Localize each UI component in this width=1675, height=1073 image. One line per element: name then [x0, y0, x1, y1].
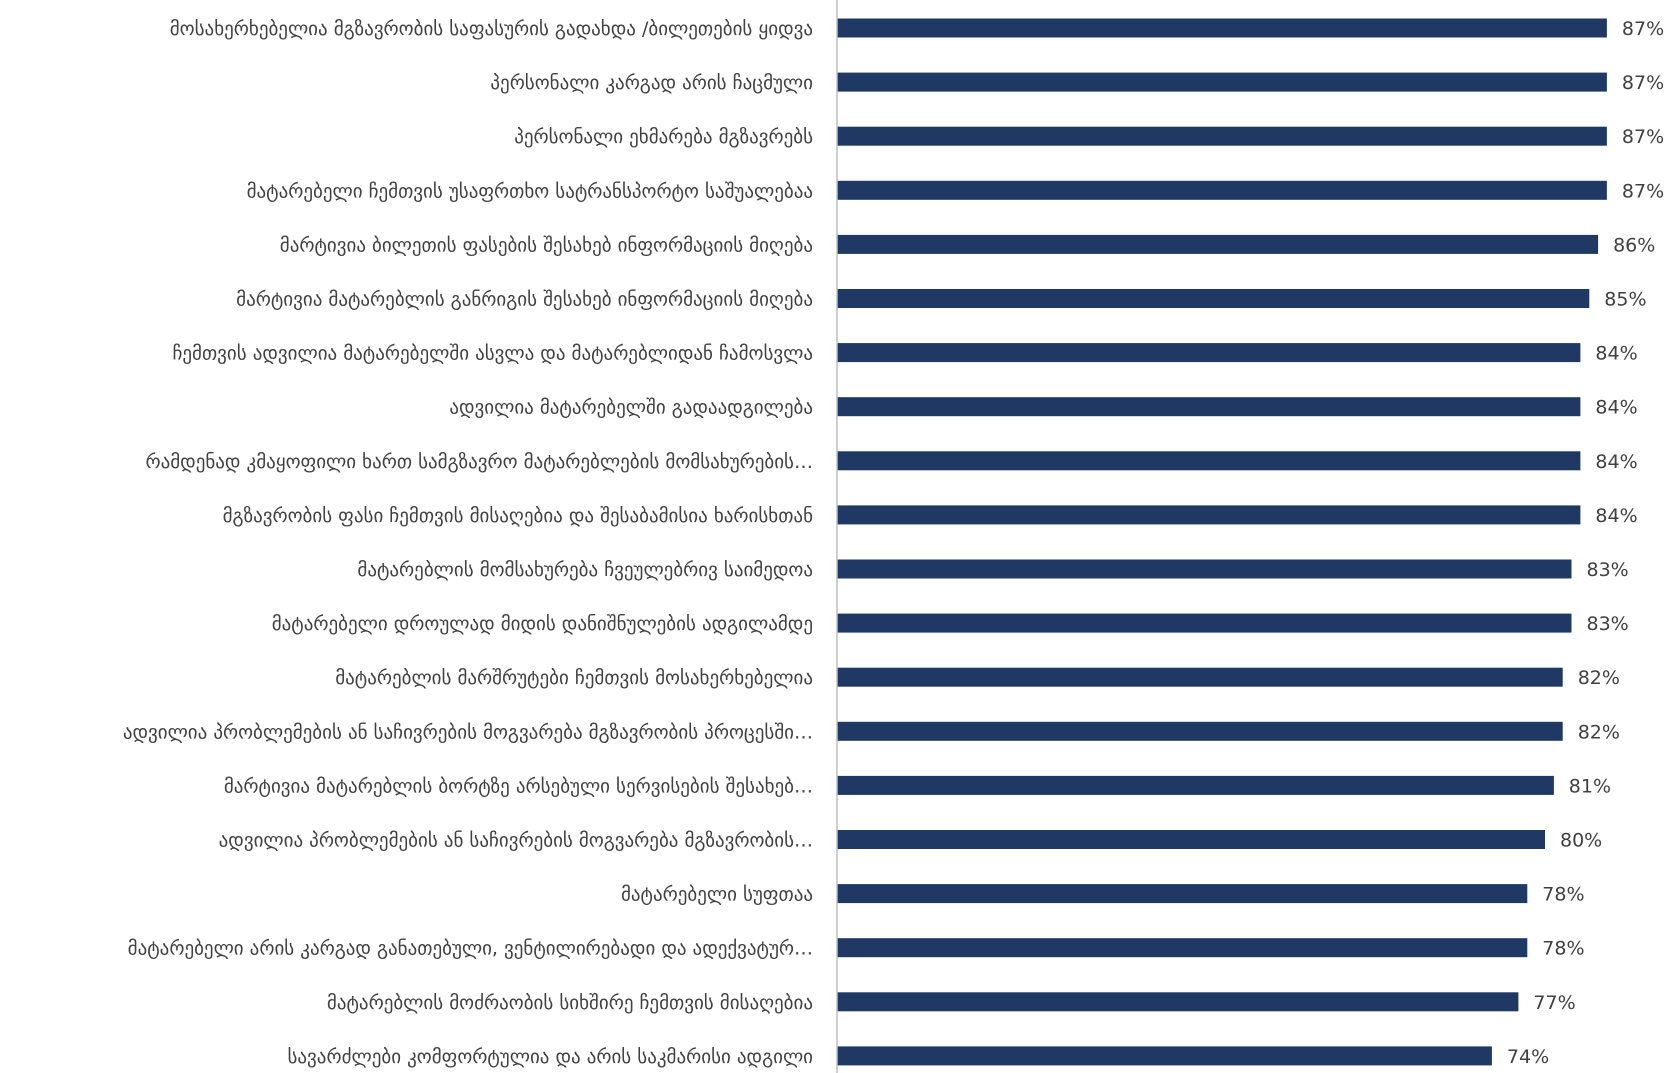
data-label: 80% — [1560, 830, 1602, 852]
data-label: 78% — [1542, 884, 1584, 906]
bar — [837, 451, 1581, 471]
data-label: 84% — [1595, 505, 1637, 527]
category-label: მატარებლის მომსახურება ჩვეულებრივ საიმედ… — [357, 559, 813, 581]
category-label: პერსონალი ეხმარება მგზავრებს — [514, 126, 813, 148]
category-labels: მოსახერხებელია მგზავრობის საფასურის გადა… — [123, 18, 813, 1068]
bar — [837, 397, 1581, 417]
bars-layer — [837, 18, 1607, 1066]
category-label: ჩემთვის ადვილია მატარებელში ასვლა და მატ… — [172, 343, 813, 365]
category-label: მატარებელი ჩემთვის უსაფრთხო სატრანსპორტო… — [247, 180, 813, 202]
bar — [837, 992, 1519, 1012]
category-label: მატარებელი სუფთაა — [621, 884, 813, 906]
data-label: 82% — [1578, 667, 1620, 689]
category-label: ადვილია პრობლემების ან საჩივრების მოგვარ… — [219, 830, 813, 852]
data-label: 77% — [1533, 992, 1575, 1014]
data-label: 82% — [1578, 721, 1620, 743]
data-label: 74% — [1507, 1046, 1549, 1068]
category-label: მატარებელი არის კარგად განათებული, ვენტი… — [128, 938, 813, 960]
category-label: მატარებლის მარშრუტები ჩემთვის მოსახერხებ… — [335, 667, 813, 689]
bar — [837, 72, 1607, 92]
bar — [837, 830, 1545, 849]
category-label: ადვილია პრობლემების ან საჩივრების მოგვარ… — [123, 721, 813, 743]
bar — [837, 1046, 1492, 1066]
category-label: მოსახერხებელია მგზავრობის საფასურის გადა… — [170, 18, 813, 40]
bar — [837, 505, 1581, 525]
data-label: 86% — [1613, 234, 1655, 256]
bar — [837, 884, 1528, 904]
data-label: 81% — [1569, 775, 1611, 797]
data-label: 84% — [1595, 397, 1637, 419]
data-label: 87% — [1622, 72, 1664, 94]
value-labels: 87% 87% 87% 87% 86% 85% 84% 84% 84% 84% 83% 83% 82% 8… — [1507, 18, 1664, 1068]
category-label: მარტივია ბილეთის ფასების შესახებ ინფორმა… — [280, 234, 813, 256]
data-label: 78% — [1542, 938, 1584, 960]
bar — [837, 613, 1572, 633]
data-label: 83% — [1587, 559, 1629, 581]
bar — [837, 343, 1581, 363]
bar — [837, 234, 1599, 254]
category-label: რამდენად კმაყოფილი ხართ სამგზავრო მატარე… — [145, 451, 813, 473]
bar — [837, 938, 1528, 958]
bar — [837, 18, 1607, 38]
bar — [837, 559, 1572, 579]
data-label: 84% — [1595, 451, 1637, 473]
bar — [837, 775, 1554, 795]
data-label: 85% — [1604, 289, 1646, 311]
category-label: სავარძლები კომფორტულია და არის საკმარისი… — [287, 1046, 813, 1068]
bar — [837, 180, 1607, 200]
bar — [837, 721, 1563, 741]
data-label: 87% — [1622, 180, 1664, 202]
category-label: მატარებლის მოძრაობის სიხშირე ჩემთვის მის… — [327, 992, 813, 1014]
category-label: მარტივია მატარებლის ბორტზე არსებული სერვ… — [224, 775, 813, 797]
bar — [837, 667, 1563, 687]
data-label: 83% — [1587, 613, 1629, 635]
bar — [837, 126, 1607, 146]
data-label: 84% — [1595, 343, 1637, 365]
category-label: მარტივია მატარებლის განრიგის შესახებ ინფ… — [236, 289, 813, 311]
category-label: პერსონალი კარგად არის ჩაცმული — [490, 72, 813, 94]
category-label: ადვილია მატარებელში გადაადგილება — [449, 397, 813, 419]
data-label: 87% — [1622, 126, 1664, 148]
bar — [837, 289, 1590, 308]
data-label: 87% — [1622, 18, 1664, 40]
category-label: მგზავრობის ფასი ჩემთვის მისაღებია და შეს… — [223, 505, 813, 527]
category-label: მატარებელი დროულად მიდის დანიშნულების ად… — [272, 613, 813, 635]
